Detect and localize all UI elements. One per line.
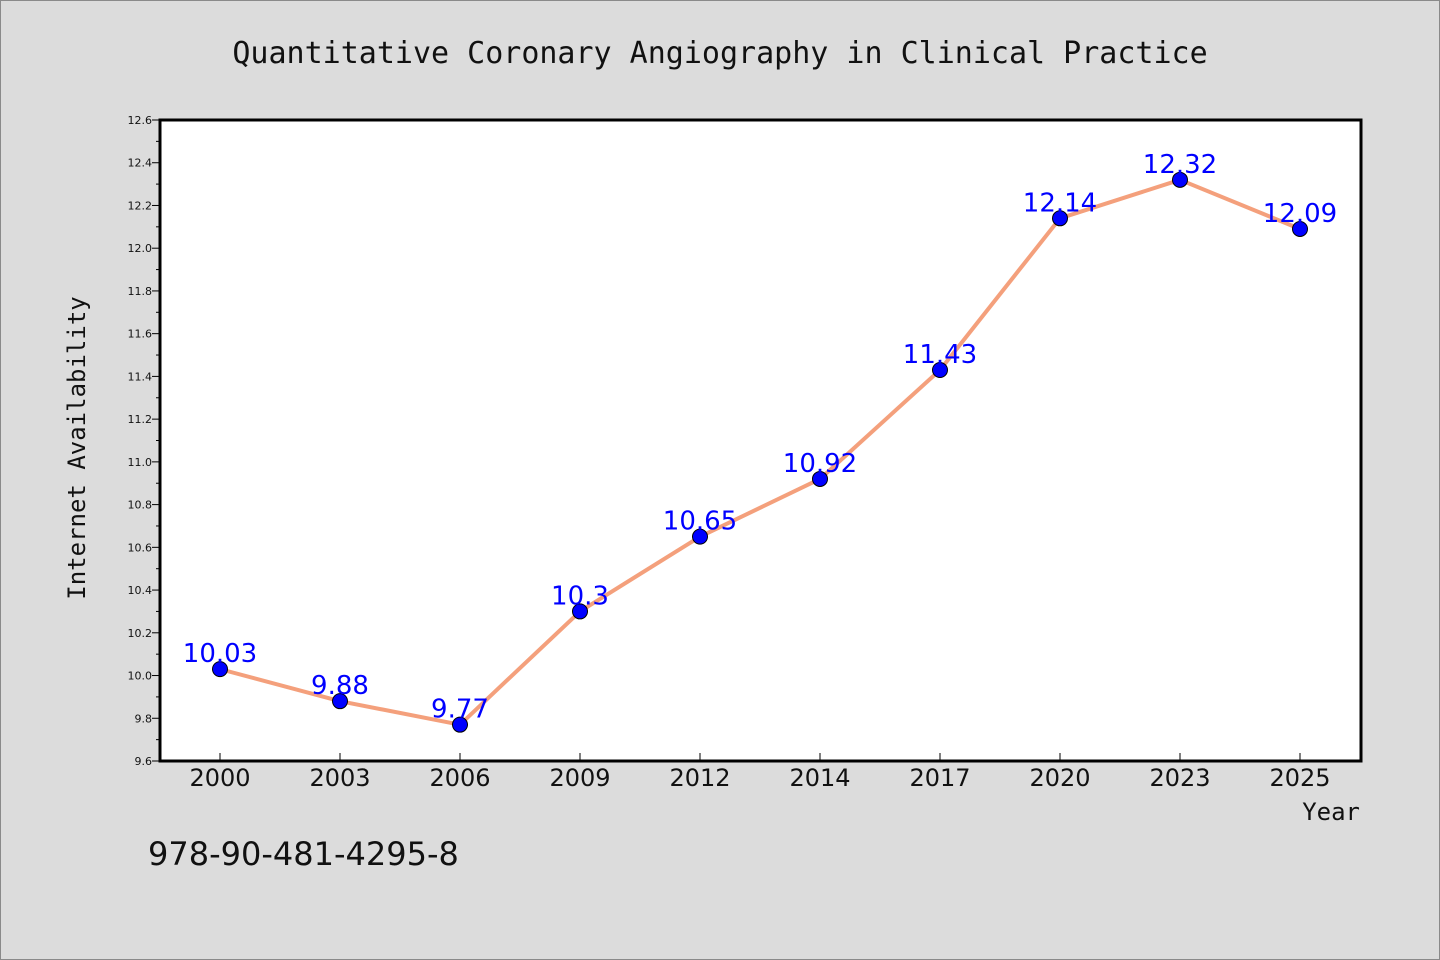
x-tick-label: 2012 <box>669 764 730 792</box>
y-tick-label: 11.4 <box>128 370 153 383</box>
x-tick-label: 2023 <box>1149 764 1210 792</box>
plot-area <box>158 118 1363 763</box>
data-label: 12.32 <box>1143 150 1217 180</box>
data-point <box>812 470 828 487</box>
data-point <box>1052 210 1068 227</box>
x-tick-label: 2006 <box>429 764 490 792</box>
data-label: 12.14 <box>1023 188 1097 218</box>
data-point <box>932 361 948 378</box>
y-tick-label: 10.2 <box>128 627 153 640</box>
data-label: 12.09 <box>1263 199 1337 229</box>
data-point <box>1292 220 1308 237</box>
data-label: 9.77 <box>431 695 489 725</box>
data-point <box>572 603 588 620</box>
y-tick-label: 10.8 <box>128 499 153 512</box>
y-tick-label: 12.4 <box>128 157 153 170</box>
y-tick-label: 11.0 <box>128 456 153 469</box>
y-axis: 9.6 9.8 10.0 10.2 10.4 10.6 10.8 11.0 11.2 11.4 11… <box>128 114 160 768</box>
x-axis: 2000 2003 2006 2009 2012 2014 2017 2020 2023 2025 <box>189 753 1331 792</box>
x-tick-label: 2014 <box>789 764 850 792</box>
x-tick-label: 2020 <box>1029 764 1090 792</box>
x-tick-label: 2009 <box>549 764 610 792</box>
y-tick-label: 11.8 <box>128 285 153 298</box>
chart-title: Quantitative Coronary Angiography in Cli… <box>232 36 1207 71</box>
x-axis-label: Year <box>1302 798 1360 826</box>
x-tick-label: 2000 <box>189 764 250 792</box>
y-tick-label: 12.0 <box>128 242 153 255</box>
data-point <box>1172 171 1188 188</box>
data-label: 10.65 <box>663 507 737 537</box>
x-tick-label: 2025 <box>1269 764 1330 792</box>
y-tick-label: 9.6 <box>135 755 153 768</box>
y-tick-label: 11.2 <box>128 413 153 426</box>
y-tick-label: 10.0 <box>128 670 153 683</box>
data-labels: 10.03 9.88 9.77 10.3 10.65 10.92 11.43 12.14 12.… <box>183 150 1337 725</box>
data-point <box>452 716 468 733</box>
data-point <box>332 693 348 710</box>
y-tick-label: 9.8 <box>135 712 153 725</box>
y-axis-label: Internet Availability <box>63 296 91 599</box>
data-label: 10.03 <box>183 639 257 669</box>
data-series <box>212 171 1308 733</box>
data-label: 10.92 <box>783 449 857 479</box>
data-point <box>212 661 228 678</box>
y-tick-label: 10.6 <box>128 541 153 554</box>
series-line <box>218 177 1302 727</box>
data-label: 9.88 <box>311 671 369 701</box>
footer-text: 978-90-481-4295-8 <box>148 835 459 873</box>
data-label: 11.43 <box>903 340 977 370</box>
x-tick-label: 2003 <box>309 764 370 792</box>
data-point <box>692 528 708 545</box>
x-tick-label: 2017 <box>909 764 970 792</box>
y-tick-label: 10.4 <box>128 584 153 597</box>
y-tick-label: 12.6 <box>128 114 153 127</box>
data-label: 10.3 <box>551 581 609 611</box>
y-tick-label: 12.2 <box>128 199 153 212</box>
y-tick-label: 11.6 <box>128 328 153 341</box>
